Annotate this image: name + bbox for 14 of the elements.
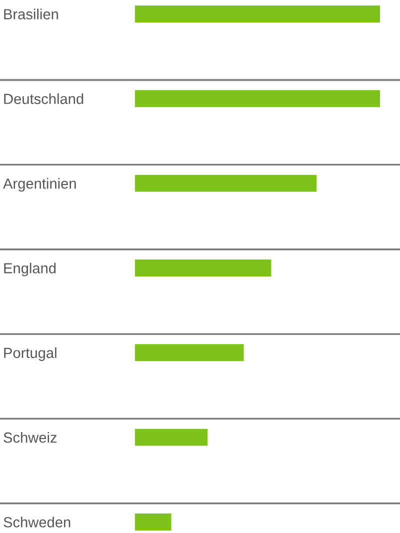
y-tick-label: Schweiz <box>4 432 57 443</box>
y-tick-label: Portugal <box>4 347 56 361</box>
y-tick-label: England <box>4 262 56 276</box>
bar <box>135 344 244 362</box>
bar <box>135 90 380 108</box>
bar <box>135 428 208 446</box>
y-tick-label: Argentinien <box>3 178 76 192</box>
y-tick-label: Brasilien <box>4 8 58 20</box>
bar <box>135 260 272 276</box>
y-tick-label: Deutschland <box>4 93 84 104</box>
bar <box>135 6 380 22</box>
bar <box>135 174 317 192</box>
bar <box>135 514 172 530</box>
y-tick-label: Schweden <box>4 516 70 528</box>
